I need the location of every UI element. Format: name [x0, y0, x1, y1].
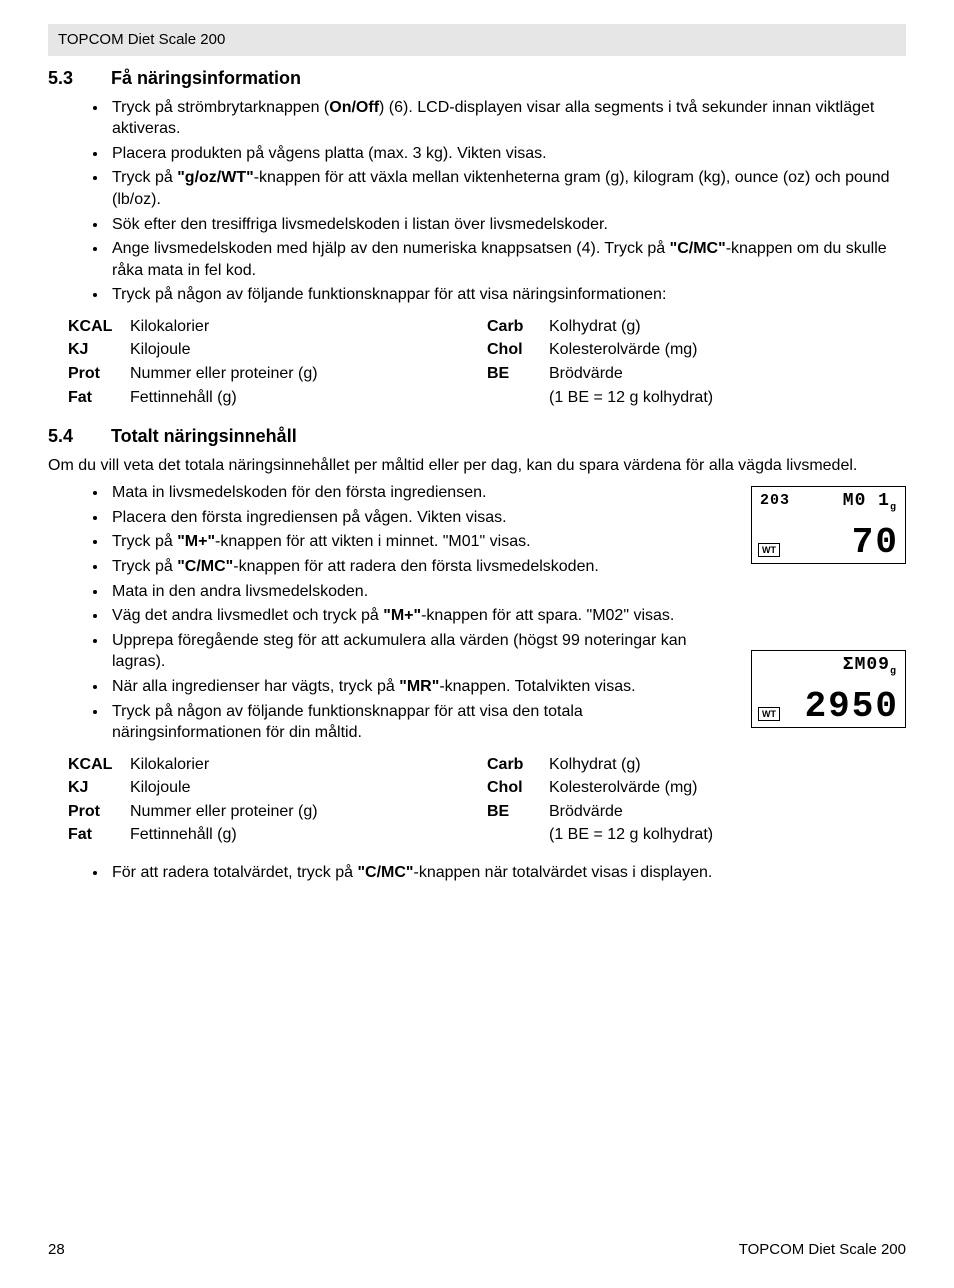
lcd-wt-badge: WT — [758, 707, 780, 721]
nutrition-table-2: KCALKilokalorierKJKilojouleProtNummer el… — [68, 752, 906, 848]
list-item: Upprepa föregående steg för att ackumule… — [108, 630, 688, 673]
nutri-row: CarbKolhydrat (g) — [487, 754, 906, 776]
nutri-row: KCALKilokalorier — [68, 316, 487, 338]
list-item: Placera den första ingrediensen på vågen… — [108, 507, 688, 529]
list-item: Mata in livsmedelskoden för den första i… — [108, 482, 688, 504]
nutri-value: Kolhydrat (g) — [549, 316, 641, 338]
nutri-value: Kolhydrat (g) — [549, 754, 641, 776]
section-5-4-intro: Om du vill veta det totala näringsinnehå… — [48, 455, 906, 477]
nutri-key: Carb — [487, 754, 549, 776]
nutri-key: BE — [487, 801, 549, 823]
nutri-key: Prot — [68, 801, 130, 823]
lcd-value: 70 — [852, 525, 899, 561]
list-item: Väg det andra livsmedlet och tryck på "M… — [108, 605, 688, 627]
nutrition-table-1: KCALKilokalorierKJKilojouleProtNummer el… — [68, 314, 906, 410]
lcd-display-2: ΣM09g 2950 WT — [751, 650, 906, 728]
list-item: Tryck på någon av följande funktionsknap… — [108, 284, 906, 306]
list-item: Mata in den andra livsmedelskoden. — [108, 581, 688, 603]
nutri-row: FatFettinnehåll (g) — [68, 824, 487, 846]
list-item: Placera produkten på vågens platta (max.… — [108, 143, 906, 165]
lcd-display-1: 203 M0 1g 70 WT — [751, 486, 906, 564]
lcd-code: 203 — [760, 491, 790, 511]
nutri-value: Kolesterolvärde (mg) — [549, 339, 698, 361]
nutri-row: CholKolesterolvärde (mg) — [487, 777, 906, 799]
section-5-4-list: Mata in livsmedelskoden för den första i… — [48, 482, 688, 744]
nutri-key: Fat — [68, 824, 130, 846]
list-item: Ange livsmedelskoden med hjälp av den nu… — [108, 238, 906, 281]
lcd-sum: ΣM09g — [843, 653, 897, 679]
section-number: 5.4 — [48, 424, 106, 448]
nutri-row: CarbKolhydrat (g) — [487, 316, 906, 338]
section-5-3-list: Tryck på strömbrytarknappen (On/Off) (6)… — [48, 97, 906, 306]
section-5-4-final-list: För att radera totalvärdet, tryck på "C/… — [48, 862, 906, 884]
list-item: Tryck på "C/MC"-knappen för att radera d… — [108, 556, 688, 578]
nutri-value: Kilojoule — [130, 339, 190, 361]
nutri-key: KCAL — [68, 316, 130, 338]
nutri-value: Kolesterolvärde (mg) — [549, 777, 698, 799]
list-item: Sök efter den tresiffriga livsmedelskode… — [108, 214, 906, 236]
nutri-row: KJKilojoule — [68, 777, 487, 799]
nutri-value: Brödvärde — [549, 363, 623, 385]
page-number: 28 — [48, 1240, 65, 1260]
nutri-key: Fat — [68, 387, 130, 409]
section-number: 5.3 — [48, 66, 106, 90]
nutri-key: KCAL — [68, 754, 130, 776]
nutri-key: Chol — [487, 339, 549, 361]
nutri-value: Kilokalorier — [130, 316, 209, 338]
nutri-note: (1 BE = 12 g kolhydrat) — [549, 387, 906, 409]
list-item: Tryck på någon av följande funktionsknap… — [108, 701, 688, 744]
lcd-wt-badge: WT — [758, 543, 780, 557]
nutri-note: (1 BE = 12 g kolhydrat) — [549, 824, 906, 846]
list-item: För att radera totalvärdet, tryck på "C/… — [108, 862, 906, 884]
nutri-key: BE — [487, 363, 549, 385]
nutri-row: CholKolesterolvärde (mg) — [487, 339, 906, 361]
doc-header: TOPCOM Diet Scale 200 — [48, 24, 906, 56]
list-item: Tryck på "M+"-knappen för att vikten i m… — [108, 531, 688, 553]
nutri-key: Carb — [487, 316, 549, 338]
nutri-key: KJ — [68, 339, 130, 361]
nutri-value: Brödvärde — [549, 801, 623, 823]
section-title: Totalt näringsinnehåll — [111, 426, 297, 446]
section-title: Få näringsinformation — [111, 68, 301, 88]
nutri-row: KCALKilokalorier — [68, 754, 487, 776]
nutri-value: Fettinnehåll (g) — [130, 824, 237, 846]
list-item: När alla ingredienser har vägts, tryck p… — [108, 676, 688, 698]
nutri-row: KJKilojoule — [68, 339, 487, 361]
list-item: Tryck på strömbrytarknappen (On/Off) (6)… — [108, 97, 906, 140]
nutri-value: Nummer eller proteiner (g) — [130, 801, 318, 823]
page-footer: 28 TOPCOM Diet Scale 200 — [48, 1240, 906, 1260]
nutri-key: KJ — [68, 777, 130, 799]
nutri-row: BEBrödvärde — [487, 801, 906, 823]
doc-title: TOPCOM Diet Scale 200 — [58, 31, 225, 48]
lcd-value: 2950 — [805, 689, 899, 725]
nutri-row: ProtNummer eller proteiner (g) — [68, 801, 487, 823]
list-item: Tryck på "g/oz/WT"-knappen för att växla… — [108, 167, 906, 210]
nutri-row: FatFettinnehåll (g) — [68, 387, 487, 409]
nutri-row: ProtNummer eller proteiner (g) — [68, 363, 487, 385]
section-5-3-heading: 5.3 Få näringsinformation — [48, 66, 906, 90]
nutri-key: Chol — [487, 777, 549, 799]
nutri-value: Kilokalorier — [130, 754, 209, 776]
nutri-key: Prot — [68, 363, 130, 385]
nutri-value: Fettinnehåll (g) — [130, 387, 237, 409]
nutri-row: BEBrödvärde — [487, 363, 906, 385]
nutri-value: Nummer eller proteiner (g) — [130, 363, 318, 385]
lcd-memory: M0 1g — [843, 489, 897, 515]
footer-right: TOPCOM Diet Scale 200 — [739, 1240, 906, 1260]
nutri-value: Kilojoule — [130, 777, 190, 799]
section-5-4-heading: 5.4 Totalt näringsinnehåll — [48, 424, 906, 448]
